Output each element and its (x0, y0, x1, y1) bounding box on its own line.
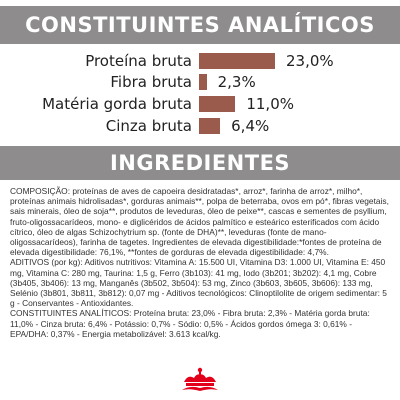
brand-logo (0, 364, 400, 396)
analytic-row-protein: Proteína bruta 23,0% (0, 50, 400, 72)
constituent-value: 2,3% (217, 73, 256, 91)
ingredients-text-block: COMPOSIÇÃO: proteínas de aves de capoeir… (10, 186, 392, 339)
constituent-value: 11,0% (246, 95, 294, 113)
ingredients-banner: INGREDIENTES (0, 146, 400, 180)
constituent-name: Proteína bruta (85, 52, 192, 70)
analytic-constituents-banner: CONSTITUINTES ANALÍTICOS (0, 6, 400, 44)
constituent-name: Matéria gorda bruta (42, 95, 192, 113)
constituent-name: Cinza bruta (105, 117, 192, 135)
constituents-paragraph: CONSTITUINTES ANALÍTICOS: Proteína bruta… (10, 308, 370, 339)
constituent-bar (199, 96, 236, 112)
constituent-value: 6,4% (231, 117, 270, 135)
analytic-row-fat: Matéria gorda bruta 11,0% (0, 93, 400, 115)
ingredients-title: INGREDIENTES (109, 151, 291, 175)
constituent-value: 23,0% (286, 52, 334, 70)
constituent-bar (199, 53, 275, 69)
composition-paragraph: COMPOSIÇÃO: proteínas de aves de capoeir… (10, 186, 389, 258)
analytic-row-ash: Cinza bruta 6,4% (0, 115, 400, 137)
royal-canin-crown-icon (182, 367, 218, 391)
analytic-constituents-title: CONSTITUINTES ANALÍTICOS (25, 13, 375, 37)
additives-paragraph: ADITIVOS (por kg): Aditivos nutritivos: … (10, 257, 387, 309)
constituent-name: Fibra bruta (110, 73, 192, 91)
analytic-row-fiber: Fibra bruta 2,3% (0, 71, 400, 93)
constituent-bar (199, 118, 221, 134)
constituent-bar (199, 74, 207, 90)
